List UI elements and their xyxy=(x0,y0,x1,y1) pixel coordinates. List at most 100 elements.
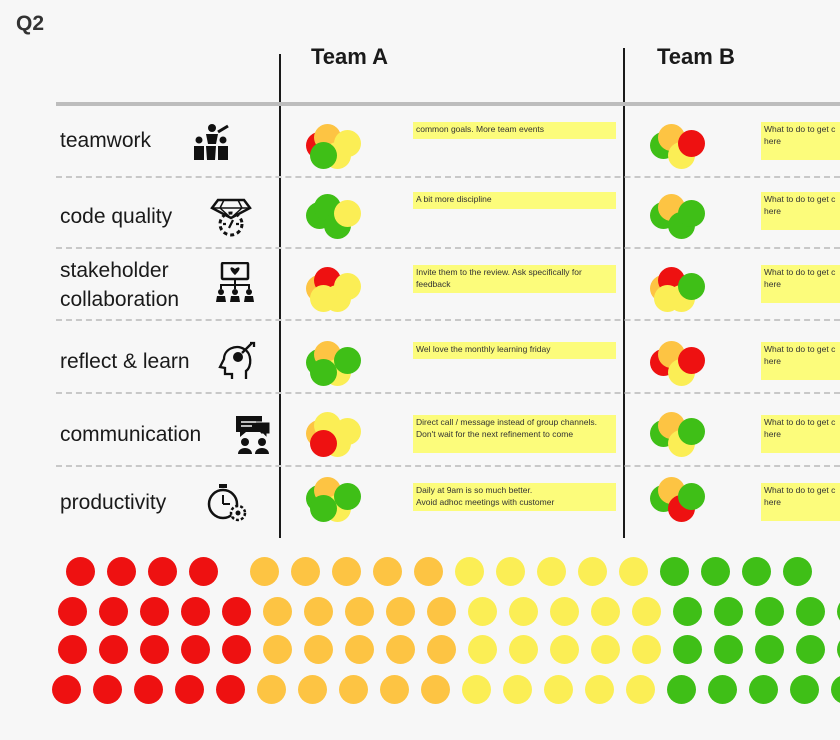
token-green[interactable] xyxy=(742,557,771,586)
token-yellow[interactable] xyxy=(591,635,620,664)
token-orange[interactable] xyxy=(304,635,333,664)
token-yellow[interactable] xyxy=(503,675,532,704)
token-yellow[interactable] xyxy=(591,597,620,626)
vote-dot-yellow[interactable] xyxy=(333,129,361,157)
vote-dot-green[interactable] xyxy=(309,141,337,169)
token-yellow[interactable] xyxy=(455,557,484,586)
token-orange[interactable] xyxy=(250,557,279,586)
team-b-note-reflect[interactable]: What to do to get c here xyxy=(761,342,840,380)
team-b-note-communication[interactable]: What to do to get c here xyxy=(761,415,840,453)
team-a-note-code-quality[interactable]: A bit more discipline xyxy=(413,192,616,209)
token-orange[interactable] xyxy=(304,597,333,626)
token-yellow[interactable] xyxy=(619,557,648,586)
token-orange[interactable] xyxy=(345,597,374,626)
token-red[interactable] xyxy=(99,635,128,664)
vote-dot-green[interactable] xyxy=(677,482,705,510)
token-red[interactable] xyxy=(148,557,177,586)
token-yellow[interactable] xyxy=(509,597,538,626)
token-orange[interactable] xyxy=(332,557,361,586)
token-green[interactable] xyxy=(796,597,825,626)
token-green[interactable] xyxy=(796,635,825,664)
token-red[interactable] xyxy=(58,635,87,664)
token-red[interactable] xyxy=(189,557,218,586)
token-green[interactable] xyxy=(708,675,737,704)
token-red[interactable] xyxy=(222,597,251,626)
token-yellow[interactable] xyxy=(496,557,525,586)
token-yellow[interactable] xyxy=(468,597,497,626)
token-red[interactable] xyxy=(181,635,210,664)
vote-dot-green[interactable] xyxy=(677,199,705,227)
team-b-note-productivity[interactable]: What to do to get c here xyxy=(761,483,840,521)
token-red[interactable] xyxy=(216,675,245,704)
token-red[interactable] xyxy=(140,597,169,626)
vote-dot-yellow[interactable] xyxy=(309,284,337,312)
token-orange[interactable] xyxy=(427,597,456,626)
token-yellow[interactable] xyxy=(626,675,655,704)
vote-dot-green[interactable] xyxy=(677,417,705,445)
vote-dot-yellow[interactable] xyxy=(333,199,361,227)
token-orange[interactable] xyxy=(345,635,374,664)
token-green[interactable] xyxy=(783,557,812,586)
token-red[interactable] xyxy=(175,675,204,704)
token-orange[interactable] xyxy=(427,635,456,664)
team-b-note-stakeholder[interactable]: What to do to get c here xyxy=(761,265,840,303)
vote-dot-yellow[interactable] xyxy=(653,284,681,312)
team-a-note-teamwork[interactable]: common goals. More team events xyxy=(413,122,616,139)
token-yellow[interactable] xyxy=(578,557,607,586)
vote-dot-red[interactable] xyxy=(677,346,705,374)
token-red[interactable] xyxy=(140,635,169,664)
team-b-note-teamwork[interactable]: What to do to get c here xyxy=(761,122,840,160)
token-orange[interactable] xyxy=(414,557,443,586)
token-orange[interactable] xyxy=(291,557,320,586)
token-yellow[interactable] xyxy=(468,635,497,664)
token-orange[interactable] xyxy=(373,557,402,586)
token-red[interactable] xyxy=(134,675,163,704)
token-yellow[interactable] xyxy=(550,635,579,664)
token-red[interactable] xyxy=(107,557,136,586)
vote-dot-green[interactable] xyxy=(333,346,361,374)
token-green[interactable] xyxy=(660,557,689,586)
token-green[interactable] xyxy=(673,597,702,626)
token-green[interactable] xyxy=(837,597,840,626)
vote-dot-green[interactable] xyxy=(309,358,337,386)
token-green[interactable] xyxy=(749,675,778,704)
token-green[interactable] xyxy=(673,635,702,664)
token-green[interactable] xyxy=(755,597,784,626)
token-red[interactable] xyxy=(58,597,87,626)
token-orange[interactable] xyxy=(386,597,415,626)
token-orange[interactable] xyxy=(298,675,327,704)
token-yellow[interactable] xyxy=(462,675,491,704)
token-green[interactable] xyxy=(837,635,840,664)
token-red[interactable] xyxy=(181,597,210,626)
vote-dot-green[interactable] xyxy=(677,272,705,300)
token-green[interactable] xyxy=(701,557,730,586)
token-orange[interactable] xyxy=(386,635,415,664)
vote-dot-yellow[interactable] xyxy=(333,417,361,445)
team-a-note-productivity[interactable]: Daily at 9am is so much better. Avoid ad… xyxy=(413,483,616,511)
token-green[interactable] xyxy=(714,597,743,626)
vote-dot-yellow[interactable] xyxy=(333,272,361,300)
token-red[interactable] xyxy=(99,597,128,626)
token-red[interactable] xyxy=(93,675,122,704)
token-orange[interactable] xyxy=(380,675,409,704)
vote-dot-green[interactable] xyxy=(309,494,337,522)
token-red[interactable] xyxy=(52,675,81,704)
token-yellow[interactable] xyxy=(585,675,614,704)
team-a-note-reflect[interactable]: Wel love the monthly learning friday xyxy=(413,342,616,359)
token-orange[interactable] xyxy=(257,675,286,704)
token-yellow[interactable] xyxy=(550,597,579,626)
team-b-note-code-quality[interactable]: What to do to get c here xyxy=(761,192,840,230)
token-red[interactable] xyxy=(66,557,95,586)
token-orange[interactable] xyxy=(421,675,450,704)
token-orange[interactable] xyxy=(263,635,292,664)
vote-dot-red[interactable] xyxy=(309,429,337,457)
team-a-note-stakeholder[interactable]: Invite them to the review. Ask specifica… xyxy=(413,265,616,293)
token-yellow[interactable] xyxy=(537,557,566,586)
token-green[interactable] xyxy=(667,675,696,704)
token-orange[interactable] xyxy=(263,597,292,626)
vote-dot-green[interactable] xyxy=(333,482,361,510)
token-yellow[interactable] xyxy=(544,675,573,704)
token-yellow[interactable] xyxy=(632,635,661,664)
token-red[interactable] xyxy=(222,635,251,664)
token-green[interactable] xyxy=(755,635,784,664)
